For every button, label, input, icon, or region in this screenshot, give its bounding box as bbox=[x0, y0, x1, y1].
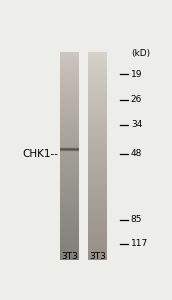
Text: 85: 85 bbox=[131, 215, 142, 224]
Text: 34: 34 bbox=[131, 120, 142, 129]
Text: (kD): (kD) bbox=[131, 49, 150, 58]
Text: 117: 117 bbox=[131, 239, 148, 248]
Text: 3T3: 3T3 bbox=[61, 252, 78, 261]
Text: CHK1--: CHK1-- bbox=[23, 149, 59, 159]
Text: 48: 48 bbox=[131, 149, 142, 158]
Text: 3T3: 3T3 bbox=[89, 252, 106, 261]
Text: 26: 26 bbox=[131, 95, 142, 104]
Text: 19: 19 bbox=[131, 70, 142, 79]
